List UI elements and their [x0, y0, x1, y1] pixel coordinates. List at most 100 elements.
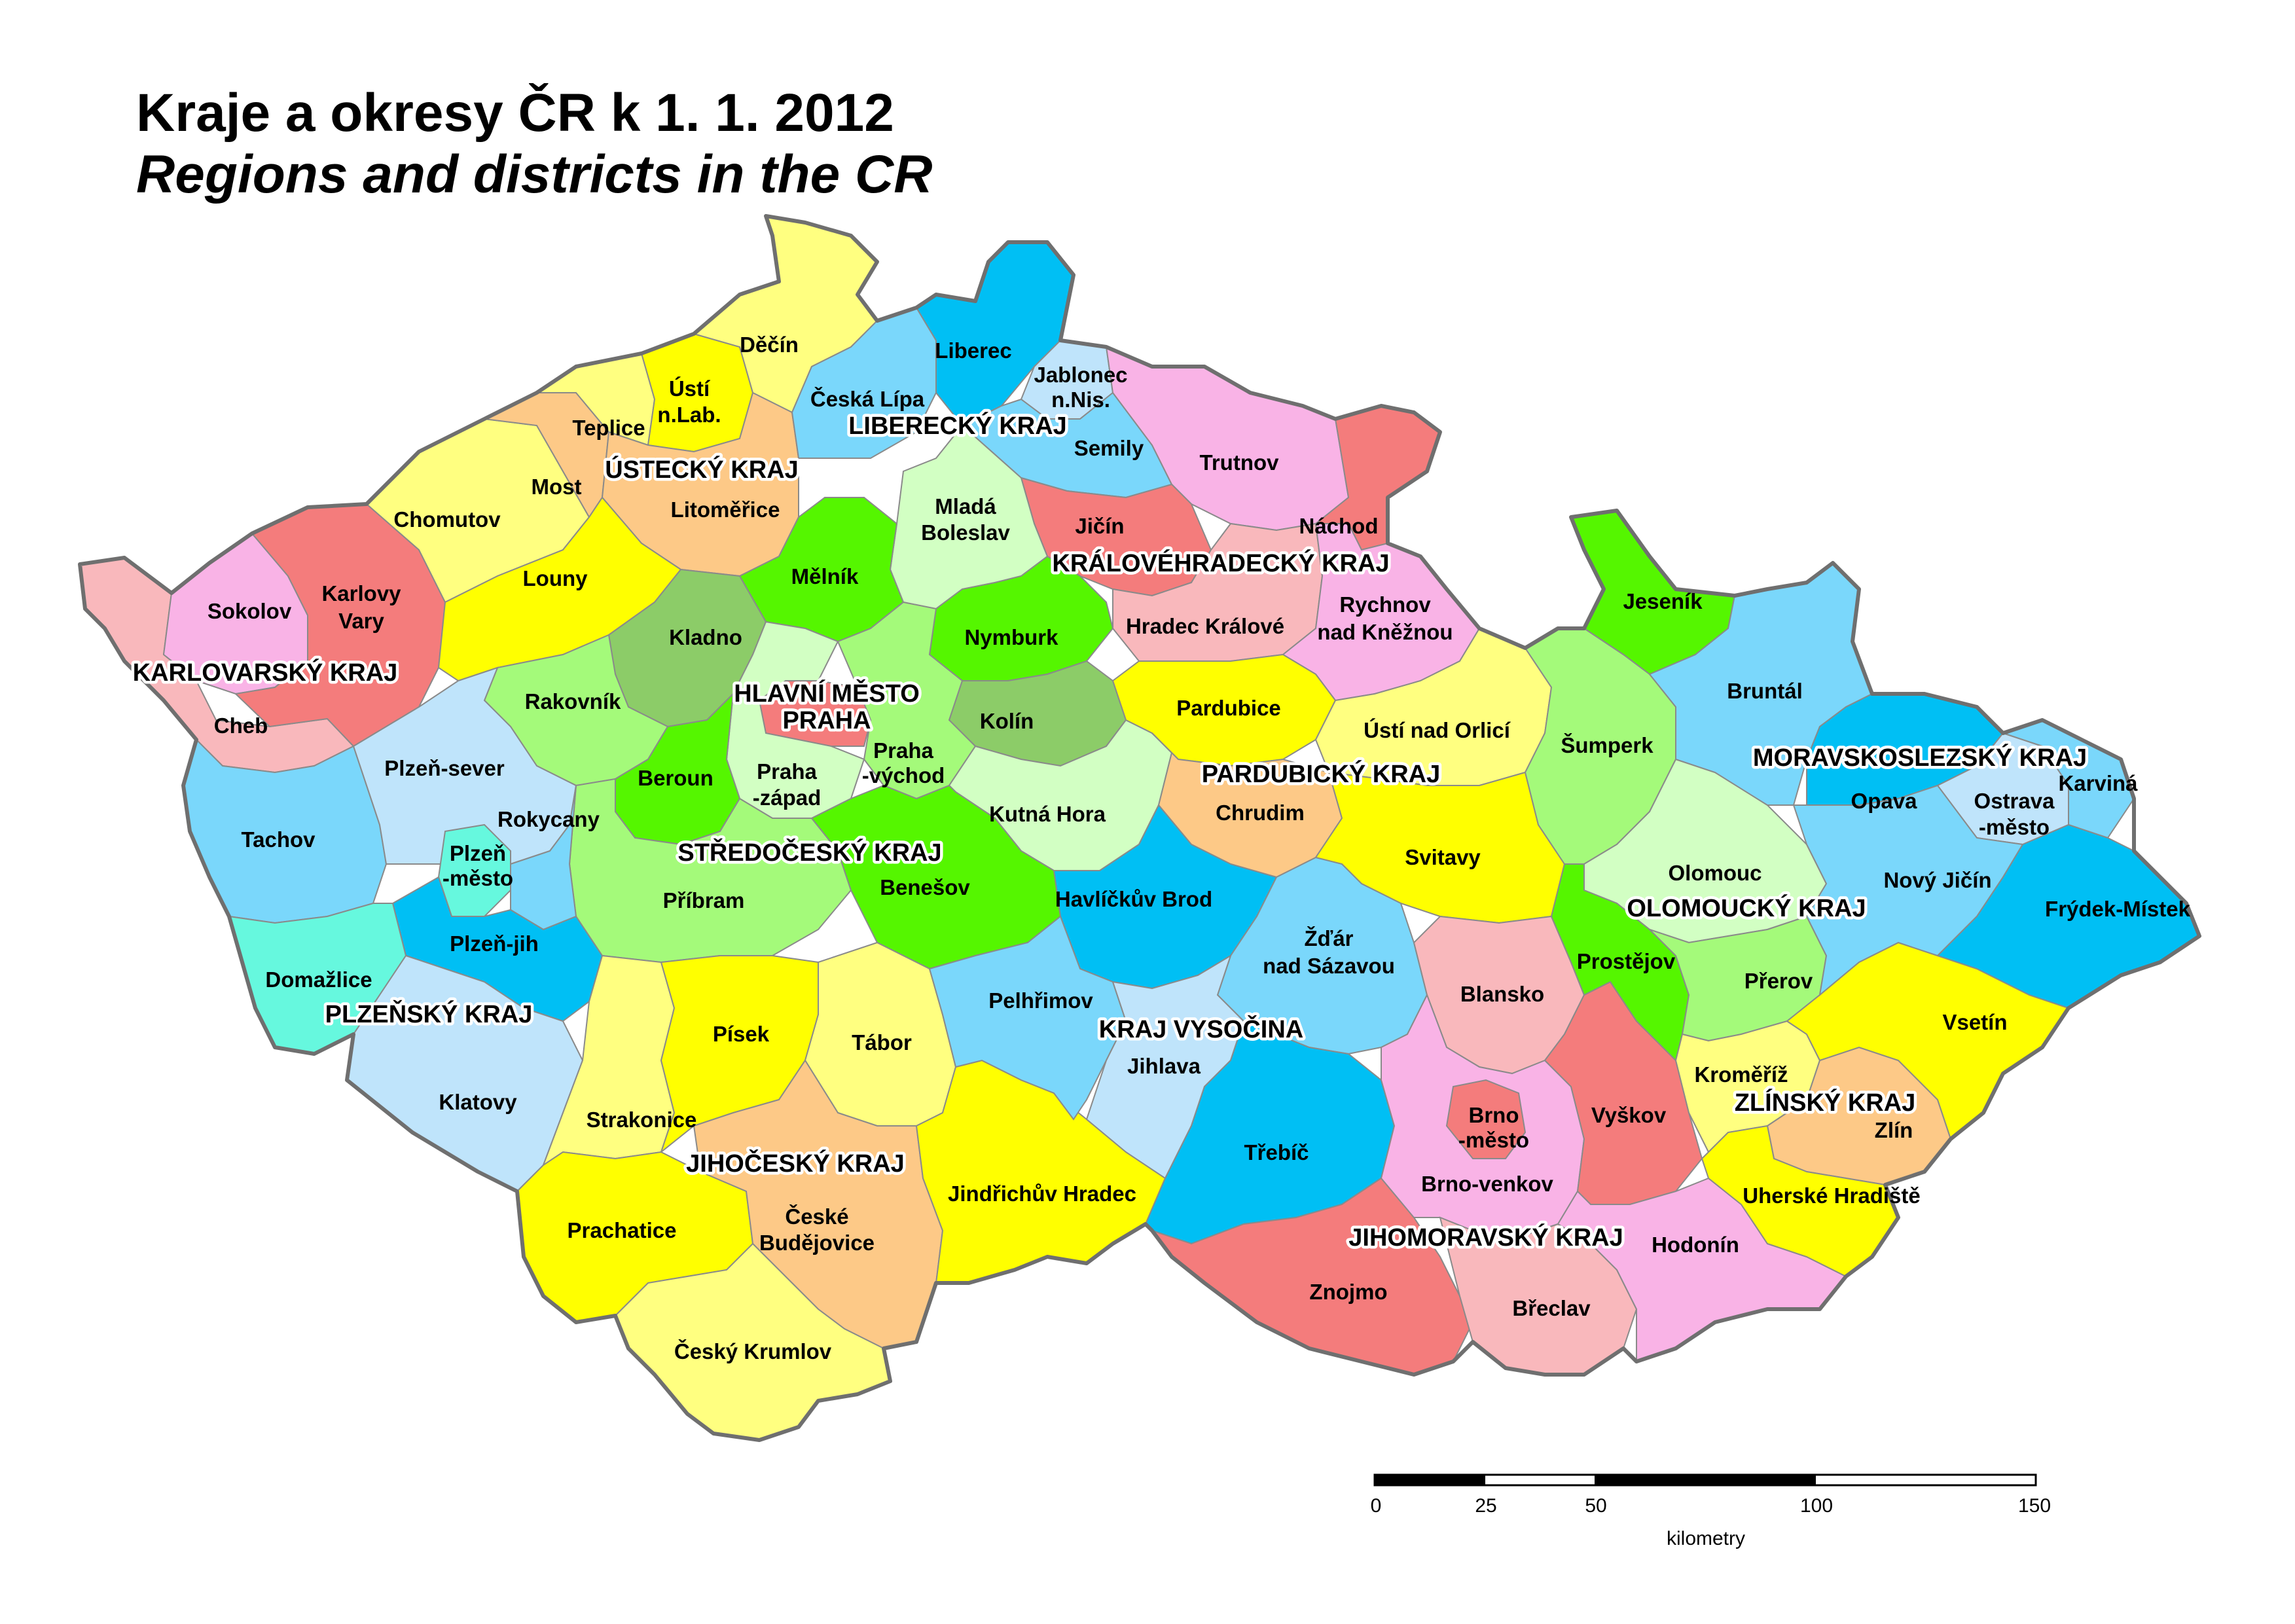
label-liberec: Liberec: [935, 338, 1011, 363]
label-rychnov-2: nad Kněžnou: [1317, 620, 1453, 644]
label-domazlice: Domažlice: [265, 967, 372, 992]
label-sumperk: Šumperk: [1561, 732, 1653, 757]
label-trebic: Třebíč: [1244, 1140, 1309, 1164]
border-country: [78, 214, 2201, 1442]
label-brno-mesto-2: -město: [1458, 1128, 1529, 1152]
region-label-pardubicky: PARDUBICKÝ KRAJ: [1202, 759, 1441, 788]
label-znojmo: Znojmo: [1309, 1280, 1387, 1304]
label-most: Most: [532, 475, 582, 499]
region-label-plzensky: PLZEŇSKÝ KRAJ: [325, 1000, 533, 1028]
label-cesky-krumlov: Český Krumlov: [674, 1339, 832, 1363]
label-praha-vychod-1: Praha: [873, 738, 933, 763]
label-havlickuv: Havlíčkův Brod: [1055, 887, 1212, 911]
label-bruntal: Bruntál: [1727, 679, 1803, 703]
label-jindrichuv: Jindřichův Hradec: [948, 1182, 1136, 1206]
label-cheb: Cheb: [214, 713, 268, 738]
area-praha[interactable]: [758, 680, 872, 747]
scale-tick-0: 0: [1371, 1495, 1382, 1517]
region-label-liberecky: LIBERECKÝ KRAJ: [848, 411, 1067, 440]
region-label-jihomoravsky: JIHOMORAVSKÝ KRAJ: [1348, 1223, 1623, 1252]
scale-unit: kilometry: [1667, 1528, 1745, 1549]
label-louny: Louny: [523, 566, 588, 590]
label-hodonin: Hodonín: [1652, 1233, 1739, 1257]
label-jablonec-2: n.Nis.: [1051, 388, 1110, 412]
label-usti-orlici: Ústí nad Orlicí: [1364, 718, 1511, 742]
label-breclav: Břeclav: [1512, 1296, 1591, 1320]
label-brno-venkov: Brno-venkov: [1421, 1172, 1553, 1196]
region-labels: KARLOVARSKÝ KRAJ ÚSTECKÝ KRAJ LIBERECKÝ …: [130, 408, 2089, 1255]
label-hradec: Hradec Králové: [1126, 614, 1284, 638]
label-blansko: Blansko: [1460, 982, 1544, 1006]
label-beroun: Beroun: [638, 766, 714, 790]
district-labels: Děčín Ústí n.Lab. Teplice Most Chomutov …: [208, 333, 2191, 1363]
label-praha-zapad-1: Praha: [757, 759, 817, 784]
district-shapes: [79, 215, 2201, 1441]
label-usti-1: Ústí: [669, 376, 711, 401]
label-kladno: Kladno: [669, 625, 742, 649]
region-label-jihocesky: JIHOČESKÝ KRAJ: [686, 1148, 905, 1178]
label-mlada-1: Mladá: [935, 494, 996, 518]
region-label-kralovehradecky: KRÁLOVÉHRADECKÝ KRAJ: [1052, 549, 1389, 577]
label-nachod: Náchod: [1299, 514, 1378, 538]
label-rokycany: Rokycany: [497, 807, 600, 831]
label-opava: Opava: [1851, 789, 1918, 813]
label-ostrava-2: -město: [1979, 815, 2050, 839]
label-plzen-mesto-2: -město: [443, 866, 513, 890]
label-praha-zapad-2: -západ: [753, 785, 822, 810]
scale-bar-segment-0-25: [1375, 1475, 1485, 1485]
label-vsetin: Vsetín: [1942, 1010, 2007, 1034]
label-trutnov: Trutnov: [1200, 450, 1280, 475]
label-ceska-lipa: Česká Lípa: [810, 386, 925, 411]
label-ceske-bud-1: České: [785, 1204, 848, 1229]
label-zdar-2: nad Sázavou: [1263, 954, 1395, 978]
label-zlin: Zlín: [1875, 1118, 1913, 1142]
region-label-karlovarsky: KARLOVARSKÝ KRAJ: [133, 658, 398, 687]
label-chrudim: Chrudim: [1216, 801, 1305, 825]
scale-tick-150: 150: [2018, 1495, 2051, 1517]
region-label-olomoucky: OLOMOUCKÝ KRAJ: [1627, 893, 1866, 922]
label-uherske: Uherské Hradiště: [1743, 1183, 1920, 1208]
label-pelhrimov: Pelhřimov: [988, 988, 1093, 1013]
label-pardubice: Pardubice: [1176, 696, 1281, 720]
label-teplice: Teplice: [572, 416, 645, 440]
label-prachatice: Prachatice: [568, 1218, 677, 1242]
label-olomouc: Olomouc: [1668, 861, 1762, 885]
label-klatovy: Klatovy: [439, 1090, 517, 1114]
label-jablonec-1: Jablonec: [1034, 363, 1127, 387]
label-tabor: Tábor: [852, 1030, 912, 1055]
label-pribram: Příbram: [663, 888, 745, 912]
label-jihlava: Jihlava: [1127, 1054, 1201, 1078]
label-karlovy-2: Vary: [338, 609, 384, 633]
label-vyskov: Vyškov: [1591, 1103, 1667, 1127]
region-label-vysocina: KRAJ VYSOČINA: [1099, 1014, 1304, 1043]
label-praha-vychod-2: -východ: [862, 763, 945, 787]
area-pardubice[interactable]: [1111, 653, 1337, 767]
area-ceska-lipa[interactable]: [791, 306, 937, 459]
label-jicin: Jičín: [1075, 514, 1124, 538]
label-ostrava-1: Ostrava: [1974, 789, 2055, 813]
label-decin: Děčín: [740, 333, 799, 357]
label-rychnov-1: Rychnov: [1339, 592, 1431, 617]
label-melnik: Mělník: [791, 564, 859, 588]
label-zdar-1: Žďár: [1304, 926, 1353, 950]
map-title: Kraje a okresy ČR k 1. 1. 2012: [136, 83, 894, 143]
scale-tick-50: 50: [1585, 1495, 1606, 1517]
label-plzen-jih: Plzeň-jih: [450, 931, 539, 956]
label-strakonice: Strakonice: [587, 1108, 697, 1132]
label-semily: Semily: [1074, 436, 1144, 460]
label-kutna-hora: Kutná Hora: [989, 802, 1106, 826]
label-usti-2: n.Lab.: [657, 403, 721, 427]
label-svitavy: Svitavy: [1405, 845, 1481, 869]
label-chomutov: Chomutov: [393, 507, 501, 532]
map-subtitle: Regions and districts in the CR: [136, 145, 933, 205]
region-label-ustecky: ÚSTECKÝ KRAJ: [605, 455, 799, 484]
region-label-stredocesky: STŘEDOČESKÝ KRAJ: [678, 837, 941, 867]
label-rakovnik: Rakovník: [525, 689, 621, 713]
label-karvina: Karviná: [2058, 771, 2138, 795]
label-mlada-2: Boleslav: [921, 520, 1010, 545]
label-plzen-sever: Plzeň-sever: [384, 756, 505, 780]
region-label-praha-1: HLAVNÍ MĚSTO: [734, 679, 920, 708]
title-block: Kraje a okresy ČR k 1. 1. 2012 Regions a…: [136, 83, 933, 208]
area-brno-mesto[interactable]: [1445, 1079, 1527, 1159]
